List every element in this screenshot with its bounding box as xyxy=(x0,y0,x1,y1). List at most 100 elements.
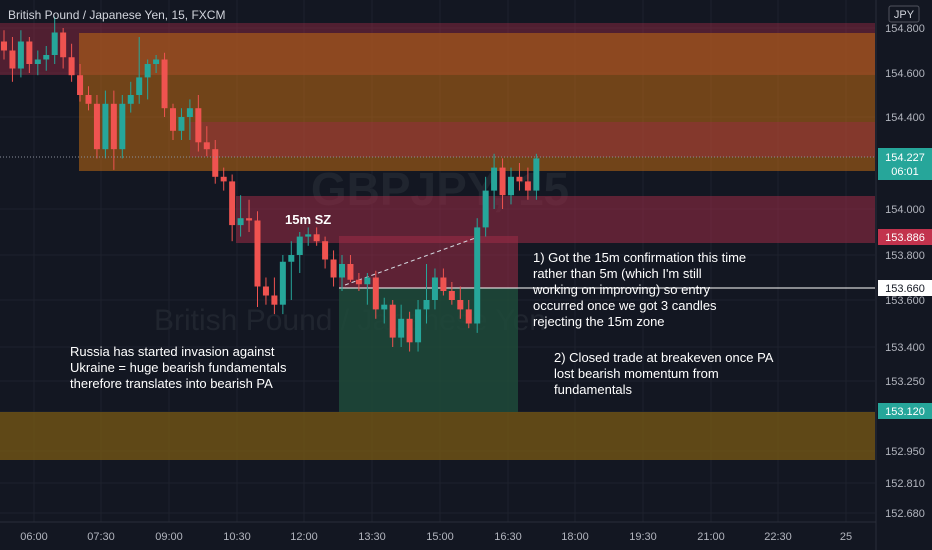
supply-zone-15m xyxy=(236,196,875,243)
candle-body xyxy=(262,286,269,296)
annotation-russia-2: Ukraine = huge bearish fundamentals xyxy=(70,360,287,375)
candle xyxy=(254,211,261,308)
candle xyxy=(288,241,295,300)
candle xyxy=(136,37,143,104)
candle-body xyxy=(161,59,168,109)
time-tick-label: 12:00 xyxy=(290,531,318,543)
candle-body xyxy=(170,108,176,131)
time-axis[interactable]: 06:00 07:30 09:00 10:30 12:00 13:30 15:00 16:30… xyxy=(0,521,876,543)
current-price-value: 154.227 xyxy=(885,152,925,164)
candle-body xyxy=(440,277,447,291)
time-tick-label: 15:00 xyxy=(426,531,454,543)
price-tick-label: 152.680 xyxy=(885,508,925,520)
annotations: 15m SZ Russia has started invasion again… xyxy=(70,212,774,397)
candle-body xyxy=(347,264,354,280)
candle-body xyxy=(398,318,405,338)
price-tick-label: 154.400 xyxy=(885,112,925,124)
candle-body xyxy=(313,234,320,242)
candle-body xyxy=(524,181,531,191)
candle-body xyxy=(279,261,286,305)
time-tick-label: 22:30 xyxy=(764,531,792,543)
candle xyxy=(524,167,531,200)
candle xyxy=(153,55,160,73)
price-axis[interactable]: 154.800 154.600 154.400 154.000 153.800 153.6… xyxy=(875,0,925,550)
annotation-russia-1: Russia has started invasion against xyxy=(70,344,275,359)
candle xyxy=(330,250,337,287)
candle xyxy=(77,64,84,102)
entry-price-tag xyxy=(878,280,932,296)
candle-body xyxy=(491,167,498,191)
candle xyxy=(372,270,379,319)
candle-body xyxy=(516,176,523,182)
candle xyxy=(305,227,312,246)
candle-body xyxy=(415,309,422,343)
target-price-value: 153.120 xyxy=(885,406,925,418)
currency-badge[interactable] xyxy=(888,5,920,23)
candle xyxy=(533,153,540,200)
candle xyxy=(102,90,109,159)
candle-body xyxy=(178,117,185,131)
candle-body xyxy=(271,295,278,305)
candle xyxy=(381,297,388,324)
time-tick-label: 07:30 xyxy=(87,531,115,543)
candle xyxy=(203,126,210,157)
support-zone-lower xyxy=(0,412,875,460)
candle-body xyxy=(144,64,151,78)
candle-body xyxy=(499,167,506,196)
candle xyxy=(415,300,422,352)
candle xyxy=(508,167,514,205)
candle xyxy=(271,277,278,315)
price-tick-label: 153.250 xyxy=(885,376,925,388)
candle xyxy=(491,153,498,209)
candle xyxy=(229,174,236,242)
candle xyxy=(322,236,329,269)
candle xyxy=(465,300,472,329)
candle xyxy=(195,95,202,152)
candle-body xyxy=(482,190,489,228)
sz-price-value: 153.886 xyxy=(885,232,925,244)
price-tick-label: 153.400 xyxy=(885,342,925,354)
candle-body xyxy=(127,95,134,104)
annotation-confirm-3: working on improving) so entry xyxy=(532,282,711,297)
candle xyxy=(127,81,134,113)
annotation-confirm-5: rejecting the 15m zone xyxy=(533,314,665,329)
candle xyxy=(1,30,7,60)
target-price-tag xyxy=(878,403,932,419)
candle xyxy=(93,95,100,159)
candle xyxy=(17,30,24,78)
candle-body xyxy=(1,41,7,51)
candle-body xyxy=(381,304,388,310)
candle-body xyxy=(43,55,50,60)
time-tick-label: 09:00 xyxy=(155,531,183,543)
time-tick-label: 25 xyxy=(840,531,852,543)
candle xyxy=(34,50,41,76)
candle-body xyxy=(448,291,455,300)
candle-body xyxy=(220,176,227,182)
candle-body xyxy=(60,32,67,58)
candle xyxy=(178,108,185,140)
annotation-confirm-4: occurred once we got 3 candles xyxy=(533,298,717,313)
candle-body xyxy=(474,227,481,324)
candle-body xyxy=(195,108,202,143)
annotation-15m-sz: 15m SZ xyxy=(285,212,331,227)
price-tick-label: 154.800 xyxy=(885,23,925,35)
time-tick-label: 13:30 xyxy=(358,531,386,543)
price-axis-labels: 154.227 06:01 153.886 153.660 153.120 xyxy=(878,148,932,419)
candle-body xyxy=(229,181,236,226)
candle-body xyxy=(136,77,143,95)
candle-body xyxy=(364,277,371,285)
currency-label: JPY xyxy=(894,9,915,21)
candle xyxy=(499,158,506,209)
candle-body xyxy=(457,300,464,310)
candle xyxy=(161,52,168,117)
time-tick-label: 16:30 xyxy=(494,531,522,543)
annotation-confirm-1: 1) Got the 15m confirmation this time xyxy=(533,250,746,265)
annotation-confirm-2: rather than 5m (which I'm still xyxy=(533,266,702,281)
candle-body xyxy=(355,279,362,285)
candle xyxy=(389,300,396,347)
candle-body xyxy=(246,218,253,221)
candle-body xyxy=(237,218,244,226)
candle-body xyxy=(254,220,261,287)
